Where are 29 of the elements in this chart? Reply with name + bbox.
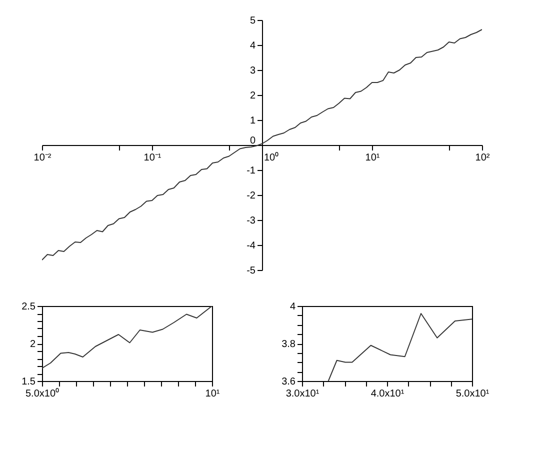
line-series [328, 313, 472, 381]
y-tick-label: 2 [250, 90, 256, 102]
x-tick-label: 10⁻² [34, 152, 52, 164]
y-tick-label: 3.8 [282, 339, 296, 350]
y-tick-label: 1 [250, 116, 256, 126]
y-tick-label: 3 [250, 66, 256, 76]
y-tick-label: -4 [246, 240, 256, 252]
x-tick-label: 10¹ [205, 388, 220, 400]
y-tick-label: 3.6 [282, 376, 296, 388]
y-tick-label: 4 [250, 40, 256, 52]
y-tick-label: 2 [30, 339, 36, 350]
x-tick-label: 5.0x10¹ [456, 388, 490, 400]
y-tick-label: 0 [250, 136, 256, 146]
y-tick-label: -3 [246, 216, 256, 226]
x-tick-label: 10⁰ [264, 152, 280, 164]
y-tick-label: -2 [246, 190, 256, 202]
x-tick-label: 10² [475, 152, 490, 164]
x-tick-label: 10¹ [365, 152, 380, 164]
y-tick-label: 4 [290, 302, 296, 312]
y-tick-label: 5 [250, 16, 256, 26]
line-series [42, 306, 212, 369]
x-tick-label: 3.0x10¹ [286, 388, 320, 400]
y-tick-label: -5 [246, 266, 256, 276]
y-tick-label: -1 [246, 166, 256, 176]
y-tick-label: 2.5 [22, 302, 36, 312]
x-tick-label: 10⁻¹ [144, 152, 162, 164]
x-tick-label: 5.0x10⁰ [25, 388, 60, 400]
x-tick-label: 4.0x10¹ [370, 388, 405, 400]
y-tick-label: 1.5 [22, 376, 36, 388]
